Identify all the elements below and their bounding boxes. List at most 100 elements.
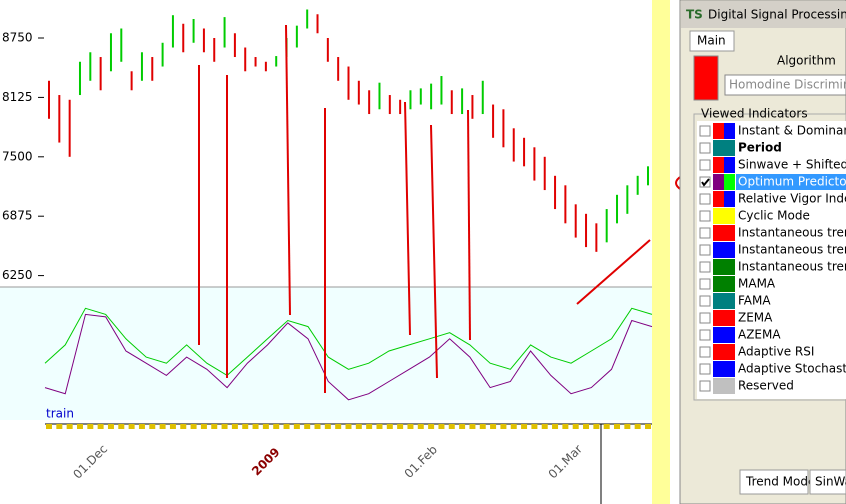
tick-marker xyxy=(252,424,259,429)
tick-marker xyxy=(552,424,559,429)
checkbox[interactable] xyxy=(699,142,711,154)
tick-marker xyxy=(593,424,600,429)
tick-marker xyxy=(645,424,651,429)
checkbox[interactable] xyxy=(699,295,711,307)
checkbox[interactable] xyxy=(699,329,711,341)
indicator-line xyxy=(44,313,653,401)
indicator-item: MAMA xyxy=(738,277,776,291)
color-box xyxy=(724,174,735,190)
title-bar xyxy=(681,1,846,28)
y-tick-label: 7500 xyxy=(2,149,33,163)
tick-marker xyxy=(211,424,218,429)
tick-marker xyxy=(118,424,125,429)
tick-marker xyxy=(345,424,352,429)
color-box xyxy=(713,157,724,173)
checkbox[interactable] xyxy=(699,159,711,171)
time-axis xyxy=(0,420,652,504)
color-box xyxy=(724,310,735,326)
tick-marker xyxy=(56,424,63,429)
color-box xyxy=(713,327,724,343)
tick-marker xyxy=(231,424,238,429)
tick-marker xyxy=(531,424,538,429)
checkbox[interactable] xyxy=(699,261,711,273)
indicator-item: Sinwave + Shifted 45 d xyxy=(738,158,846,172)
tick-marker xyxy=(366,424,373,429)
tab[interactable] xyxy=(689,30,735,52)
color-box xyxy=(724,157,735,173)
y-tick-label: 8125 xyxy=(2,90,33,104)
color-box xyxy=(724,361,735,377)
app-icon: TS xyxy=(686,8,703,22)
tab[interactable] xyxy=(809,469,846,495)
tick-marker xyxy=(355,424,362,429)
tick-marker xyxy=(324,424,331,429)
indicator-line xyxy=(44,307,653,377)
scroll-strip xyxy=(652,0,670,504)
group-box xyxy=(693,113,846,401)
checkbox[interactable] xyxy=(699,278,711,290)
algorithm-label: Algorithm xyxy=(777,54,836,68)
color-box xyxy=(713,191,724,207)
color-box xyxy=(724,208,735,224)
color-box xyxy=(713,174,724,190)
checkbox[interactable] xyxy=(699,210,711,222)
checkbox[interactable] xyxy=(699,193,711,205)
indicator-item: ZEMA xyxy=(738,311,773,325)
tick-marker xyxy=(624,424,631,429)
tick-marker xyxy=(169,424,176,429)
indicator-item: Period xyxy=(738,141,782,155)
checkbox[interactable] xyxy=(699,125,711,137)
tick-marker xyxy=(87,424,94,429)
tick-marker xyxy=(386,424,393,429)
annotations xyxy=(198,24,651,393)
tab-label: Trend Mode xyxy=(745,475,815,489)
color-box xyxy=(713,310,724,326)
tick-marker xyxy=(407,424,414,429)
y-tick-label: 8750 xyxy=(2,31,33,45)
color-box xyxy=(713,208,724,224)
tick-marker xyxy=(541,424,548,429)
color-box xyxy=(713,225,724,241)
y-tick-label: 6875 xyxy=(2,209,33,223)
tick-marker xyxy=(138,424,145,429)
tick-marker xyxy=(428,424,435,429)
checkbox[interactable] xyxy=(699,363,711,375)
checkbox[interactable] xyxy=(699,244,711,256)
tick-marker xyxy=(304,424,311,429)
y-tick-label: 6250 xyxy=(2,268,33,282)
tick-marker xyxy=(376,424,383,429)
indicator-item: Reserved xyxy=(738,379,794,393)
dialog-title: Digital Signal Processing I xyxy=(708,8,846,22)
checkbox[interactable] xyxy=(699,176,711,188)
checkmark xyxy=(701,178,710,187)
tick-marker xyxy=(448,424,455,429)
color-box xyxy=(713,293,724,309)
combo-box[interactable] xyxy=(724,74,846,96)
color-box xyxy=(724,242,735,258)
color-box xyxy=(713,242,724,258)
color-box xyxy=(724,225,735,241)
tick-marker xyxy=(438,424,445,429)
tick-marker xyxy=(603,424,610,429)
checkbox[interactable] xyxy=(699,227,711,239)
color-swatch[interactable] xyxy=(693,55,719,101)
tick-marker xyxy=(469,424,476,429)
tick-marker xyxy=(262,424,269,429)
tick-marker xyxy=(490,424,497,429)
tick-marker xyxy=(46,424,52,429)
tick-marker xyxy=(242,424,249,429)
checkbox[interactable] xyxy=(699,346,711,358)
checkbox[interactable] xyxy=(699,380,711,392)
color-box xyxy=(724,293,735,309)
indicator-item: Instantaneous trendline xyxy=(738,260,846,274)
tick-marker xyxy=(614,424,621,429)
tick-marker xyxy=(562,424,569,429)
color-box xyxy=(713,259,724,275)
checkbox[interactable] xyxy=(699,312,711,324)
tab[interactable] xyxy=(739,469,809,495)
tick-marker xyxy=(97,424,104,429)
indicator-item: Instantaneous trendline xyxy=(738,243,846,257)
tick-marker xyxy=(128,424,135,429)
tick-marker xyxy=(107,424,114,429)
